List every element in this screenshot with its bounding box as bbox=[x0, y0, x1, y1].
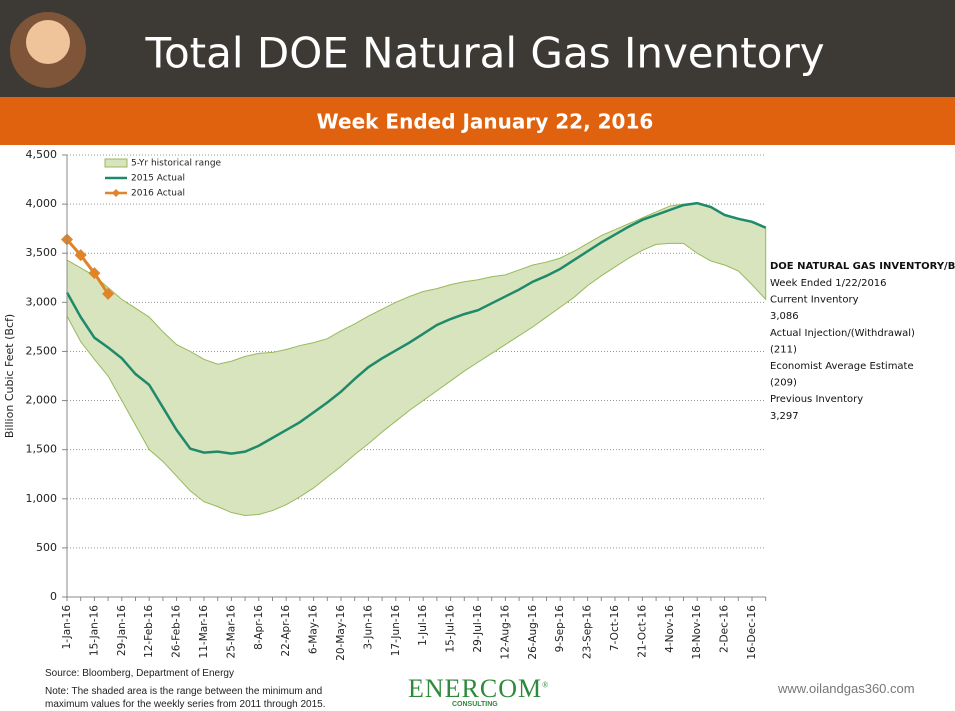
x-tick-label: 4-Nov-16 bbox=[664, 605, 676, 653]
sidebar-line: Week Ended 1/22/2016 bbox=[770, 278, 887, 289]
page-title: Total DOE Natural Gas Inventory bbox=[144, 29, 824, 78]
range-area bbox=[66, 202, 767, 516]
x-tick-label: 7-Oct-16 bbox=[609, 605, 621, 651]
y-tick-label: 500 bbox=[36, 541, 57, 554]
x-tick-label: 11-Mar-16 bbox=[198, 605, 210, 659]
subtitle: Week Ended January 22, 2016 bbox=[317, 110, 654, 134]
logo-text: ENERCOM® bbox=[408, 674, 549, 704]
x-tick-label: 20-May-16 bbox=[335, 605, 347, 661]
sidebar-line: 3,086 bbox=[770, 311, 799, 322]
x-tick-label: 26-Aug-16 bbox=[527, 605, 539, 660]
sidebar-line: Economist Average Estimate bbox=[770, 361, 914, 372]
x-tick-label: 21-Oct-16 bbox=[636, 605, 648, 658]
x-tick-label: 12-Feb-16 bbox=[143, 605, 155, 658]
y-tick-label: 3,500 bbox=[26, 246, 58, 259]
sidebar-line: (209) bbox=[770, 378, 797, 389]
sidebar-line: (211) bbox=[770, 344, 797, 355]
logo-mark: ® bbox=[542, 680, 550, 690]
x-tick-label: 9-Sep-16 bbox=[554, 605, 566, 653]
logo-word: ENERCOM bbox=[408, 674, 543, 703]
legend-label: 5-Yr historical range bbox=[131, 159, 222, 169]
x-tick-label: 6-May-16 bbox=[308, 605, 320, 654]
source: Source: Bloomberg, Department of Energy bbox=[45, 668, 234, 679]
x-tick-label: 8-Apr-16 bbox=[253, 605, 265, 650]
x-tick-label: 26-Feb-16 bbox=[171, 605, 183, 658]
legend-label: 2015 Actual bbox=[131, 174, 185, 184]
x-tick-label: 29-Jan-16 bbox=[116, 605, 128, 656]
url: www.oilandgas360.com bbox=[778, 681, 915, 696]
x-tick-label: 23-Sep-16 bbox=[582, 605, 594, 659]
x-tick-label: 3-Jun-16 bbox=[362, 605, 374, 650]
logo-sun-core bbox=[26, 20, 70, 64]
x-tick-label: 22-Apr-16 bbox=[280, 605, 292, 657]
series-line bbox=[65, 238, 110, 295]
sidebar-line: Actual Injection/(Withdrawal) bbox=[770, 328, 915, 339]
x-tick-label: 18-Nov-16 bbox=[691, 605, 703, 660]
x-tick-label: 15-Jan-16 bbox=[88, 605, 100, 656]
x-tick-label: 1-Jan-16 bbox=[61, 605, 73, 650]
point-marker bbox=[88, 267, 101, 280]
series-line bbox=[65, 201, 767, 455]
x-tick-label: 29-Jul-16 bbox=[472, 605, 484, 653]
logo-sub: CONSULTING bbox=[452, 701, 498, 708]
legend-marker bbox=[112, 189, 120, 197]
legend-swatch bbox=[104, 158, 128, 168]
x-tick-label: 2-Dec-16 bbox=[719, 605, 731, 653]
point-marker bbox=[102, 287, 115, 300]
y-tick-label: 1,500 bbox=[26, 443, 58, 456]
x-tick-label: 12-Aug-16 bbox=[499, 605, 511, 660]
y-tick-label: 4,000 bbox=[26, 197, 58, 210]
y-tick-label: 1,000 bbox=[26, 492, 58, 505]
x-tick-label: 16-Dec-16 bbox=[746, 605, 758, 660]
legend-label: 2016 Actual bbox=[131, 189, 185, 199]
note: Note: The shaded area is the range betwe… bbox=[45, 686, 326, 710]
y-tick-label: 0 bbox=[50, 590, 57, 603]
y-tick-label: 2,000 bbox=[26, 394, 58, 407]
sidebar-line: Current Inventory bbox=[770, 295, 859, 306]
point-marker bbox=[74, 249, 87, 262]
x-tick-label: 1-Jul-16 bbox=[417, 605, 429, 646]
y-tick-label: 2,500 bbox=[26, 344, 58, 357]
x-tick-label: 15-Jul-16 bbox=[445, 605, 457, 653]
y-tick-label: 4,500 bbox=[26, 148, 58, 161]
y-axis-title: Billion Cubic Feet (Bcf) bbox=[3, 314, 16, 438]
x-tick-label: 17-Jun-16 bbox=[390, 605, 402, 657]
y-tick-label: 3,000 bbox=[26, 295, 58, 308]
x-tick-label: 25-Mar-16 bbox=[225, 605, 237, 659]
sidebar-title: DOE NATURAL GAS INVENTORY/BCF bbox=[770, 261, 955, 272]
sidebar-line: Previous Inventory bbox=[770, 394, 863, 405]
header-band bbox=[0, 0, 955, 97]
subtitle-band bbox=[0, 97, 955, 145]
sidebar-line: 3,297 bbox=[770, 411, 799, 422]
